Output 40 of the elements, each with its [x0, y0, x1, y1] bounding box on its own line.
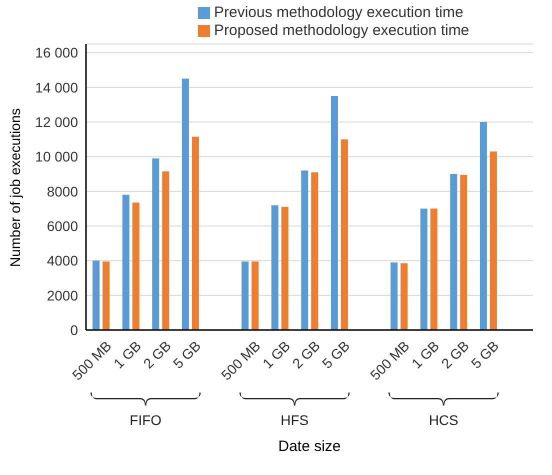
y-tick-label: 0 — [70, 322, 78, 338]
bar — [281, 206, 288, 330]
bar — [450, 174, 458, 330]
y-tick-label: 10 000 — [35, 148, 78, 165]
bar — [152, 158, 160, 330]
bar — [430, 208, 438, 330]
bar — [102, 262, 110, 330]
y-tick-label: 12 000 — [35, 114, 78, 130]
bar — [132, 202, 140, 330]
y-tick-label: 16 000 — [35, 44, 78, 61]
text: FIFO — [128, 412, 163, 428]
bar — [252, 262, 259, 330]
bar — [340, 139, 348, 330]
y-tick-label: 4000 — [46, 252, 78, 269]
bar — [162, 171, 170, 330]
bar — [311, 172, 318, 330]
bar — [420, 208, 428, 330]
bar — [400, 263, 408, 330]
bar — [192, 136, 199, 330]
bar — [242, 262, 249, 330]
bar — [271, 205, 278, 330]
text: HCS — [428, 412, 460, 428]
bar — [92, 260, 100, 330]
bar — [122, 194, 130, 330]
y-tick-label: 8000 — [46, 183, 78, 200]
y-tick-label: 6000 — [46, 218, 78, 234]
bar — [390, 262, 398, 330]
bar — [490, 151, 497, 330]
text: HFS — [280, 412, 310, 428]
y-tick-label: 2000 — [46, 287, 78, 304]
y-axis-title: Number of job executions — [6, 108, 23, 267]
bar — [460, 174, 468, 330]
y-tick-label: 14 000 — [35, 79, 78, 96]
bar — [480, 122, 487, 330]
bar — [182, 78, 189, 330]
bar — [330, 96, 338, 330]
bar — [301, 170, 308, 330]
legend-label: Proposed methodology execution time — [214, 22, 470, 39]
x-axis-title: Date size — [277, 438, 342, 455]
legend-label: Previous methodology execution time — [214, 4, 464, 21]
